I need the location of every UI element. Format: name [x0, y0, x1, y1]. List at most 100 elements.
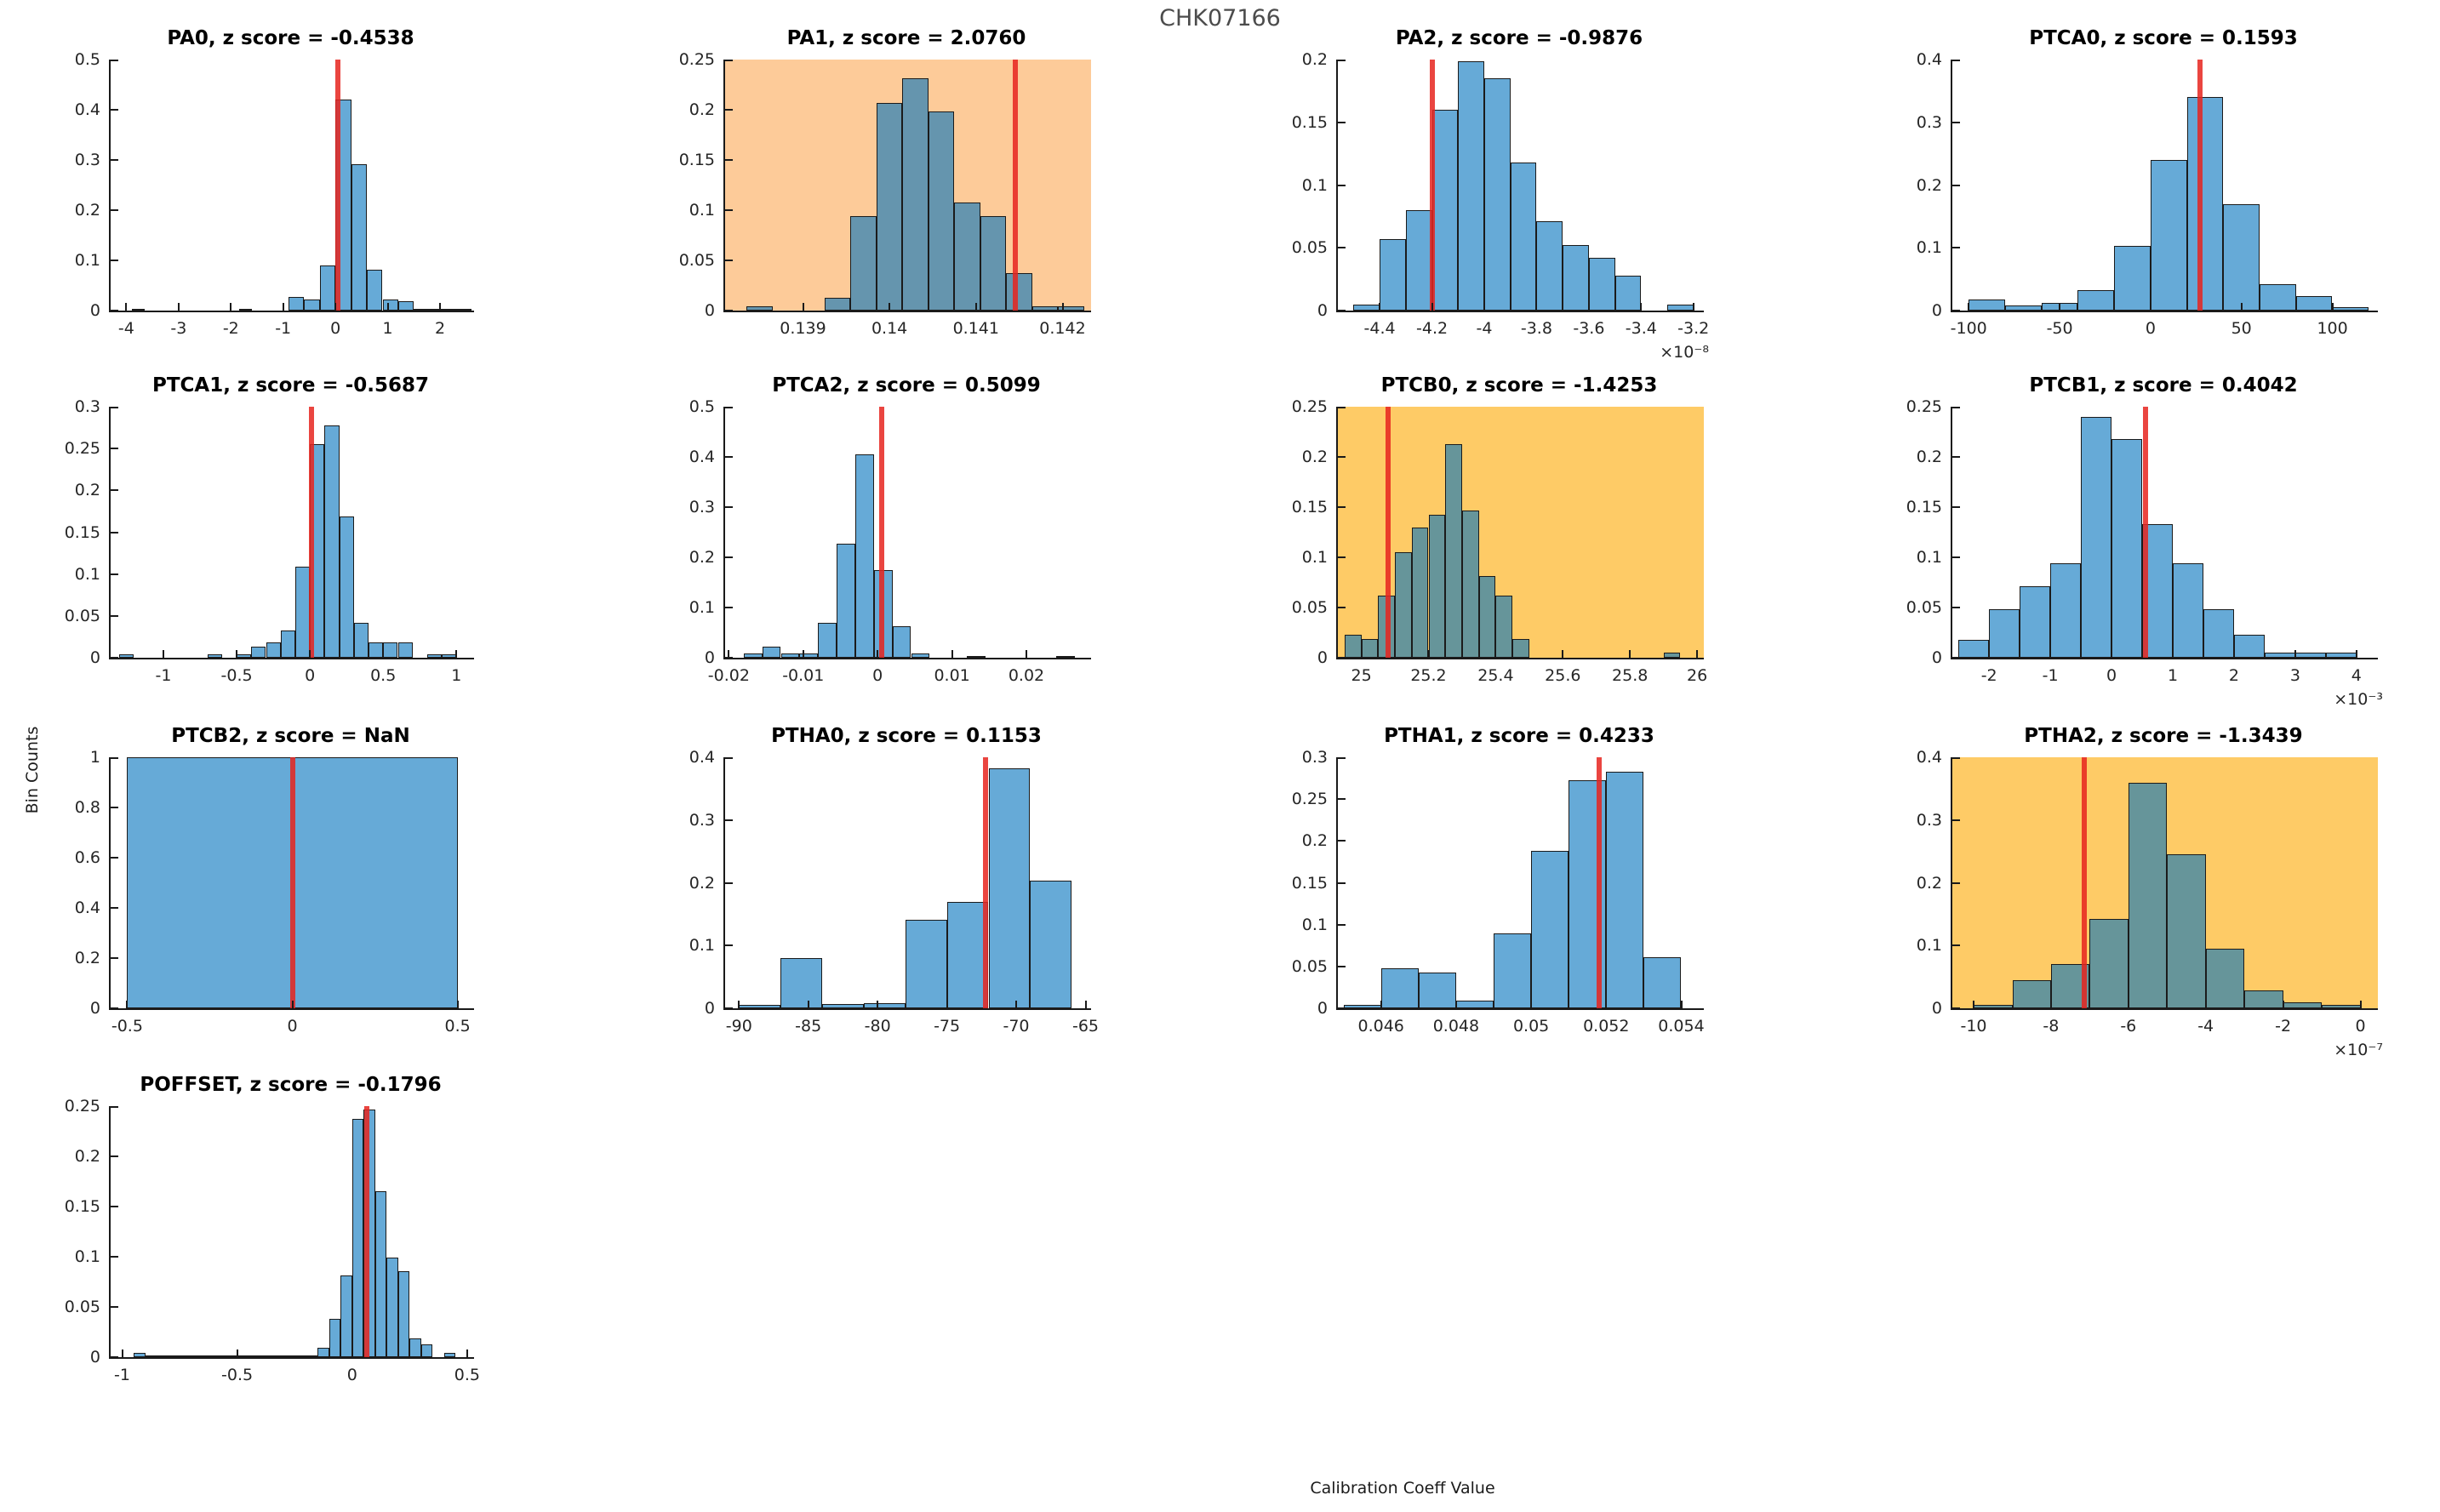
y-tick-mark	[725, 159, 733, 161]
y-tick-label: 0.1	[1916, 936, 1942, 956]
y-tick-label: 0.1	[689, 936, 715, 956]
y-tick-mark	[725, 260, 733, 261]
x-tick-mark	[2149, 303, 2151, 311]
histogram-bar	[2205, 948, 2245, 1008]
x-tick-mark	[1061, 303, 1064, 311]
y-tick-label: 0.05	[64, 606, 100, 625]
histogram-bar	[251, 647, 266, 658]
z-score-marker-line	[308, 407, 314, 658]
z-score-marker-line	[983, 757, 989, 1008]
z-score-marker-line	[289, 757, 295, 1008]
x-tick-mark	[125, 303, 128, 311]
x-tick-mark	[2049, 1001, 2052, 1008]
histogram-bar	[2325, 653, 2357, 658]
z-score-marker-line	[364, 1106, 370, 1357]
x-tick-label: 0.02	[1008, 666, 1045, 685]
x-tick-label: -3.6	[1573, 319, 1605, 338]
x-tick-mark	[1692, 303, 1694, 311]
x-tick-label: -2	[1980, 666, 1997, 685]
histogram-bar	[2050, 563, 2082, 658]
x-tick-label: 0.142	[1039, 319, 1086, 338]
subplot-ptca0: PTCA0, z score = 0.1593 -100 -50 0 50 100 0 0.1…	[1917, 27, 2378, 338]
x-tick-label: 1	[382, 319, 393, 338]
histogram-bar	[2150, 160, 2187, 311]
x-tick-mark	[466, 1349, 468, 1357]
y-tick-label: 0.4	[74, 100, 100, 119]
plot-axes: -0.5 0 0.5 0 0.2 0.4 0.6 0.8 1	[75, 748, 474, 1036]
y-tick-label: 0.3	[689, 810, 715, 830]
y-tick-mark	[111, 109, 118, 111]
histogram-bar	[280, 630, 295, 658]
y-tick-mark	[1952, 607, 1960, 608]
x-tick-label: 26	[1687, 666, 1708, 685]
histogram-bar	[1458, 60, 1484, 311]
x-tick-label: -2	[222, 319, 239, 338]
histogram-bar	[2111, 438, 2143, 658]
plot-axes: -4 -3 -2 -1 0 1 2 0 0.1 0.2 0.3 0.4 0.5	[75, 50, 474, 338]
histogram-bar	[397, 642, 413, 658]
histogram-bar	[1428, 515, 1446, 658]
x-tick-label: -0.5	[221, 1366, 254, 1384]
x-tick-label: 4	[2351, 666, 2362, 685]
histogram-bar	[324, 425, 340, 658]
plot-axes: 0.139 0.14 0.141 0.142 0 0.05 0.1 0.15 0.2 0.25	[679, 50, 1091, 338]
y-tick-mark	[111, 1356, 118, 1358]
histogram-bar	[780, 653, 800, 658]
x-tick-label: -3	[170, 319, 187, 338]
y-tick-mark	[725, 657, 733, 659]
x-tick-mark	[1379, 303, 1381, 311]
histogram-bar	[902, 78, 929, 311]
histogram-bar	[329, 1319, 341, 1357]
y-tick-mark	[1338, 757, 1346, 759]
histogram-bar	[2020, 586, 2051, 658]
x-tick-label: 0.052	[1583, 1017, 1630, 1036]
histogram-bar	[1445, 443, 1462, 658]
y-tick-label: 0.2	[689, 548, 715, 567]
histogram-bar	[863, 1003, 906, 1008]
plot-axes: -0.02 -0.01 0 0.01 0.02 0 0.1 0.2 0.3 0.4 0.5	[689, 397, 1091, 685]
x-tick-label: -0.01	[782, 666, 825, 685]
y-tick-label: 0.15	[1906, 498, 1942, 516]
y-tick-label: 0.1	[1301, 175, 1328, 195]
axis-exponent-label: ×10⁻⁸	[1660, 343, 1709, 362]
histogram-bar	[2012, 979, 2051, 1008]
histogram-bar	[445, 308, 461, 311]
y-tick-mark	[111, 407, 118, 408]
x-tick-mark	[126, 1001, 129, 1008]
histogram-bar	[386, 1258, 398, 1357]
histogram-bar	[1344, 634, 1362, 658]
histogram-bar	[911, 653, 930, 658]
histogram-bar	[905, 920, 947, 1008]
x-tick-mark	[946, 1001, 948, 1008]
y-tick-mark	[111, 857, 118, 859]
x-tick-mark	[121, 1349, 123, 1357]
y-tick-label: 0.25	[1291, 397, 1328, 416]
x-tick-label: -3.2	[1677, 319, 1710, 338]
y-tick-label: 0.05	[1906, 598, 1942, 617]
y-tick-label: 0	[1317, 648, 1328, 667]
y-tick-mark	[1952, 407, 1960, 408]
x-tick-mark	[1454, 1001, 1457, 1008]
y-tick-mark	[1338, 184, 1346, 186]
subplot-ptha1: PTHA1, z score = 0.4233 0.046 0.048 0.05 0.0…	[1292, 725, 1705, 1036]
z-score-marker-line	[878, 407, 884, 658]
z-score-marker-line	[1386, 407, 1391, 658]
x-tick-mark	[236, 1349, 238, 1357]
y-tick-label: 0	[89, 999, 100, 1018]
x-tick-mark	[2172, 650, 2174, 658]
x-tick-mark	[738, 1001, 740, 1008]
histogram-bar	[2081, 416, 2112, 658]
subplot-ptca1: PTCA1, z score = -0.5687 -1 -0.5 0 0.5 1 0 0.05…	[65, 374, 474, 685]
histogram-bar	[824, 297, 851, 311]
y-tick-label: 0.3	[1916, 112, 1942, 132]
y-tick-mark	[725, 607, 733, 608]
histogram-bar	[2264, 653, 2295, 658]
y-tick-label: 0	[89, 1348, 100, 1367]
y-tick-mark	[1338, 506, 1346, 508]
x-tick-label: -3.4	[1625, 319, 1657, 338]
y-tick-mark	[111, 1306, 118, 1308]
subplot-ptha2: PTHA2, z score = -1.3439 -10 -8 -6 -4 -2 0 0 0.1…	[1917, 725, 2383, 1059]
subplot-title: PA0, z score = -0.4538	[167, 27, 414, 49]
x-tick-mark	[1494, 650, 1497, 658]
